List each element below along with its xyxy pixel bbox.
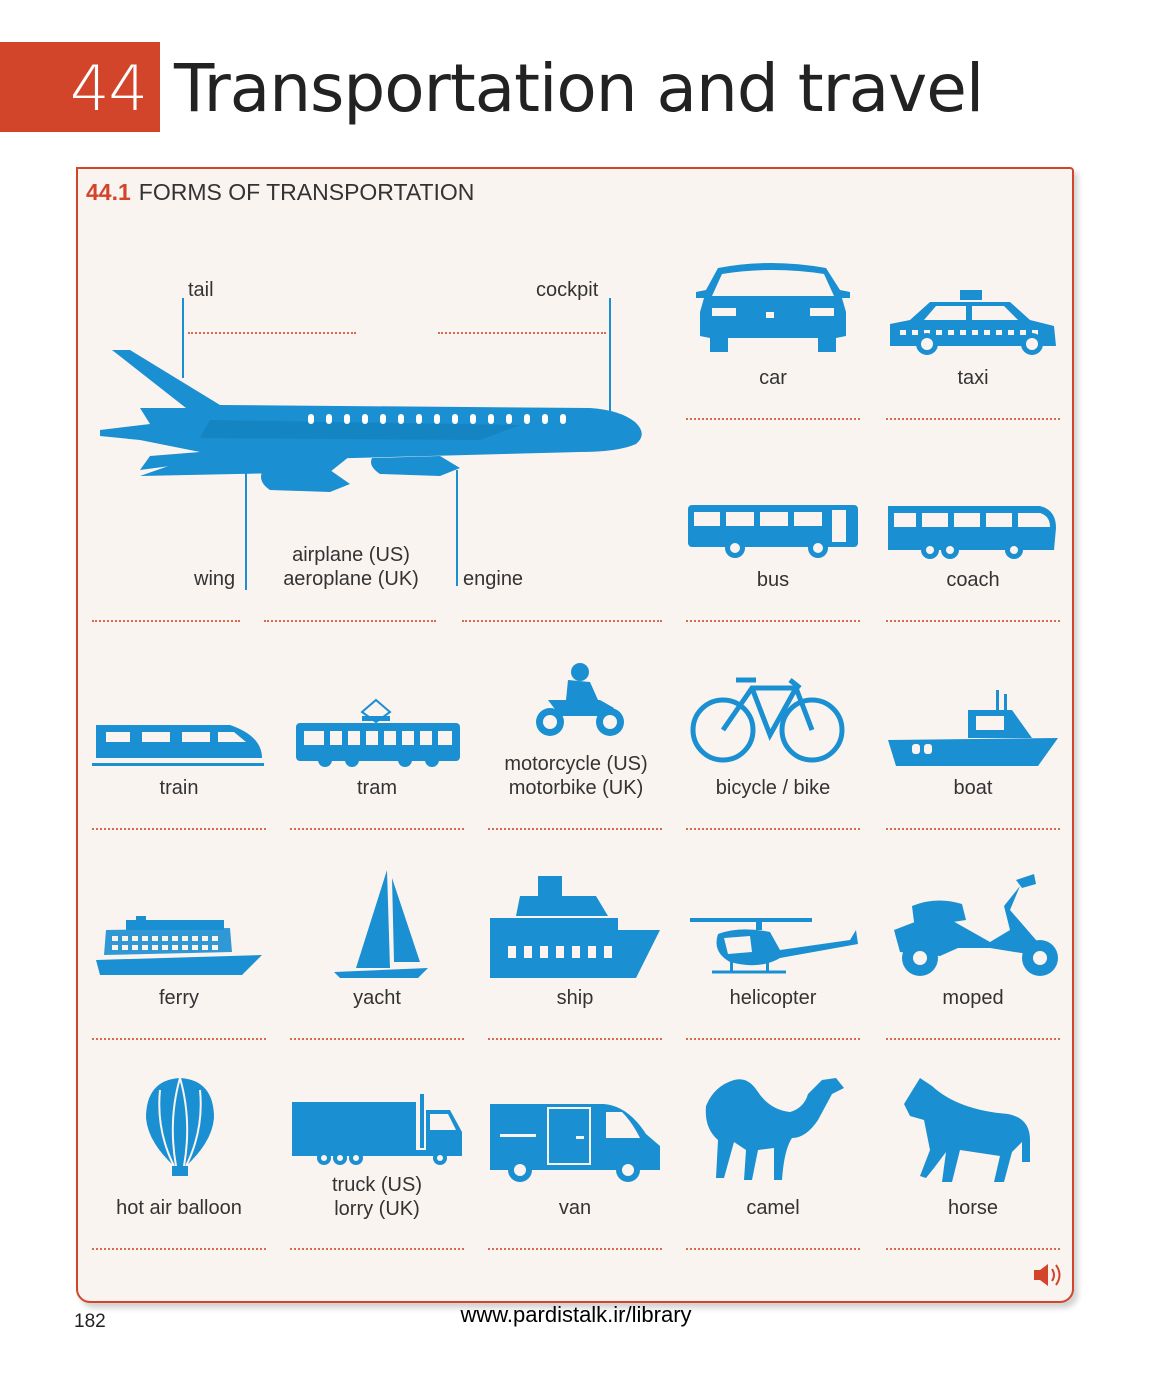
label-bus: bus	[756, 569, 790, 591]
answer-line-motorcycle[interactable]	[488, 828, 662, 830]
hot-air-balloon-icon	[146, 1077, 214, 1176]
tram-icon	[296, 698, 460, 767]
answer-line-bus[interactable]	[686, 620, 860, 622]
chapter-number-box	[0, 42, 160, 132]
label-truck-uk: lorry (UK)	[334, 1198, 420, 1220]
answer-line-van[interactable]	[488, 1248, 662, 1250]
airplane-icon	[100, 350, 642, 492]
label-truck: truck (US) lorry (UK)	[290, 1173, 464, 1221]
label-van: van	[558, 1197, 592, 1219]
answer-line-taxi[interactable]	[886, 418, 1060, 420]
label-airplane-us: airplane (US)	[292, 544, 410, 566]
label-taxi: taxi	[957, 367, 989, 389]
label-helicopter: helicopter	[729, 987, 817, 1009]
answer-line-truck[interactable]	[290, 1248, 464, 1250]
label-cockpit: cockpit	[536, 279, 599, 301]
label-ship: ship	[556, 987, 594, 1009]
answer-line-camel[interactable]	[686, 1248, 860, 1250]
answer-line-engine[interactable]	[462, 620, 662, 622]
label-motorcycle-uk: motorbike (UK)	[508, 777, 644, 799]
section-title: FORMS OF TRANSPORTATION	[138, 179, 475, 205]
taxi-icon	[890, 290, 1056, 355]
answer-line-car[interactable]	[686, 418, 860, 420]
helicopter-icon	[690, 918, 858, 974]
label-ferry: ferry	[159, 987, 199, 1009]
yacht-icon	[334, 870, 428, 978]
answer-line-yacht[interactable]	[290, 1038, 464, 1040]
section-heading: 44.1 FORMS OF TRANSPORTATION	[86, 179, 474, 206]
source-url[interactable]: www.pardistalk.ir/library	[460, 1302, 692, 1327]
bus-icon	[688, 505, 858, 558]
van-icon	[490, 1104, 660, 1182]
label-airplane-uk: aeroplane (UK)	[283, 568, 419, 590]
train-icon	[92, 725, 264, 766]
answer-line-tram[interactable]	[290, 828, 464, 830]
label-camel: camel	[746, 1197, 800, 1219]
answer-line-ship[interactable]	[488, 1038, 662, 1040]
answer-line-train[interactable]	[92, 828, 266, 830]
bicycle-icon	[690, 677, 845, 763]
label-motorcycle: motorcycle (US) motorbike (UK)	[488, 752, 664, 800]
label-hot-air-balloon: hot air balloon	[116, 1197, 242, 1219]
boat-icon	[888, 690, 1058, 766]
truck-icon	[292, 1094, 462, 1165]
answer-line-hot-air-balloon[interactable]	[92, 1248, 266, 1250]
answer-line-moped[interactable]	[886, 1038, 1060, 1040]
answer-line-wing[interactable]	[92, 620, 240, 622]
ship-icon	[490, 876, 660, 978]
label-horse: horse	[947, 1197, 999, 1219]
chapter-title: Transportation and travel	[174, 50, 984, 127]
label-moped: moped	[942, 987, 1004, 1009]
camel-icon	[705, 1078, 844, 1180]
label-tram: tram	[357, 777, 397, 799]
moped-icon	[894, 874, 1058, 976]
label-wing: wing	[194, 568, 236, 590]
label-coach: coach	[946, 569, 1000, 591]
car-icon	[696, 263, 850, 352]
label-boat: boat	[953, 777, 993, 799]
label-train: train	[159, 777, 199, 799]
answer-line-boat[interactable]	[886, 828, 1060, 830]
page-number: 182	[74, 1311, 106, 1332]
label-tail: tail	[188, 279, 214, 301]
coach-icon	[888, 506, 1056, 559]
label-truck-us: truck (US)	[332, 1174, 422, 1196]
answer-line-cockpit[interactable]	[438, 332, 606, 334]
answer-line-ferry[interactable]	[92, 1038, 266, 1040]
ferry-icon	[96, 916, 262, 975]
answer-line-coach[interactable]	[886, 620, 1060, 622]
label-car: car	[759, 367, 787, 389]
label-bicycle: bicycle / bike	[715, 777, 831, 799]
label-airplane: airplane (US) aeroplane (UK)	[276, 543, 426, 591]
answer-line-airplane[interactable]	[264, 620, 436, 622]
answer-line-horse[interactable]	[886, 1248, 1060, 1250]
answer-line-bicycle[interactable]	[686, 828, 860, 830]
label-motorcycle-us: motorcycle (US)	[504, 753, 648, 775]
answer-line-helicopter[interactable]	[686, 1038, 860, 1040]
motorcycle-icon	[536, 663, 624, 736]
horse-icon	[904, 1078, 1030, 1182]
speaker-icon[interactable]	[1034, 1264, 1061, 1286]
section-number: 44.1	[86, 179, 131, 205]
chapter-number: 44	[70, 52, 148, 125]
answer-line-tail[interactable]	[188, 332, 356, 334]
label-yacht: yacht	[353, 987, 401, 1009]
label-engine: engine	[463, 568, 524, 590]
